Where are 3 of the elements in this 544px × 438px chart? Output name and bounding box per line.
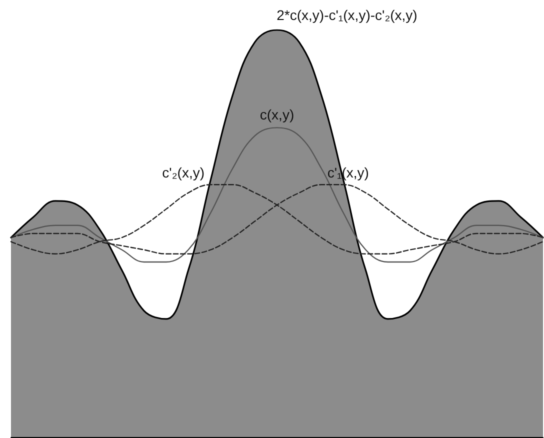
series-label: 2*c(x,y)-c'₁(x,y)-c'₂(x,y): [276, 7, 418, 23]
series-label: c'₂(x,y): [162, 164, 204, 181]
series-label: c(x,y): [260, 106, 294, 123]
